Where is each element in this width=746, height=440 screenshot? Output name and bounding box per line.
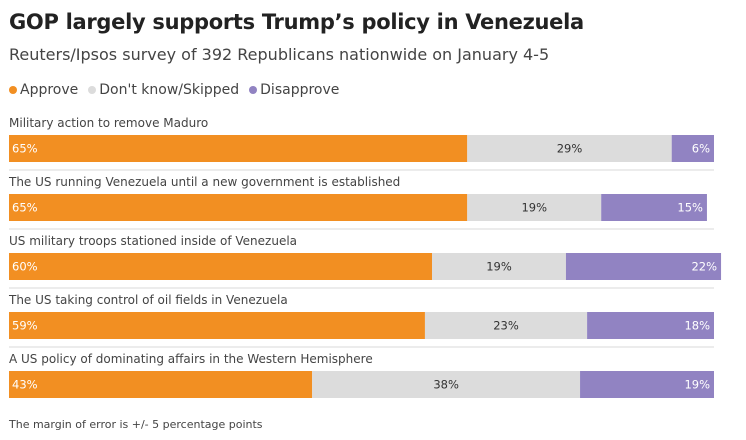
- bar-segment-approve: [9, 371, 313, 398]
- data-label-disapprove: 18%: [684, 319, 710, 333]
- data-label-approve: 65%: [12, 142, 38, 156]
- chart-title: GOP largely supports Trump’s policy in V…: [9, 10, 584, 34]
- data-label-approve: 60%: [12, 260, 38, 274]
- bar-segment-don-t-know-skipped: [312, 371, 581, 398]
- category-label: Military action to remove Maduro: [9, 116, 208, 130]
- bar-segment-approve: [9, 135, 468, 162]
- legend-dot-dont-know-icon: [88, 86, 97, 94]
- legend-label-dont-know: Don't know/Skipped: [99, 82, 240, 98]
- legend-item-dont-know: Don't know/Skipped: [88, 82, 239, 98]
- margin-of-error-note: The margin of error is +/- 5 percentage …: [9, 418, 263, 431]
- category-label: A US policy of dominating affairs in the…: [9, 352, 373, 366]
- legend-dot-approve-icon: [9, 86, 17, 94]
- category-label: The US taking control of oil fields in V…: [8, 293, 288, 307]
- data-label-don-t-know-skipped: 19%: [521, 201, 547, 215]
- data-label-disapprove: 22%: [691, 260, 717, 274]
- bar-segment-disapprove: [565, 253, 722, 280]
- bar-segment-approve: [9, 312, 425, 339]
- category-label: US military troops stationed inside of V…: [9, 234, 297, 248]
- data-label-disapprove: 15%: [677, 201, 703, 215]
- bar-segment-disapprove: [671, 135, 714, 162]
- data-label-approve: 59%: [12, 319, 38, 333]
- category-label: The US running Venezuela until a new gov…: [8, 175, 400, 189]
- legend-item-disapprove: Disapprove: [249, 82, 339, 98]
- data-label-don-t-know-skipped: 38%: [433, 378, 459, 392]
- legend-dot-disapprove-icon: [249, 86, 258, 94]
- data-label-don-t-know-skipped: 19%: [486, 260, 512, 274]
- bar-segment-approve: [9, 253, 432, 280]
- bar-segment-disapprove: [580, 371, 714, 398]
- chart-legend: Approve Don't know/Skipped Disapprove: [9, 82, 349, 98]
- legend-item-approve: Approve: [9, 82, 78, 98]
- bar-segment-disapprove: [601, 194, 707, 221]
- bar-segment-don-t-know-skipped: [467, 194, 602, 221]
- data-label-approve: 43%: [12, 378, 38, 392]
- data-label-disapprove: 6%: [692, 142, 710, 156]
- bar-segment-don-t-know-skipped: [432, 253, 566, 280]
- legend-label-disapprove: Disapprove: [260, 82, 340, 98]
- bar-segment-don-t-know-skipped: [467, 135, 672, 162]
- chart-subtitle: Reuters/Ipsos survey of 392 Republicans …: [9, 45, 550, 64]
- data-label-approve: 65%: [12, 201, 38, 215]
- bar-segment-approve: [9, 194, 468, 221]
- data-label-don-t-know-skipped: 23%: [493, 319, 519, 333]
- data-label-disapprove: 19%: [684, 378, 710, 392]
- bar-segment-don-t-know-skipped: [424, 312, 588, 339]
- data-label-don-t-know-skipped: 29%: [557, 142, 583, 156]
- bar-segment-disapprove: [587, 312, 714, 339]
- stacked-bar-chart: Military action to remove Maduro 65% 29% 6%…: [8, 116, 722, 398]
- legend-label-approve: Approve: [20, 82, 79, 98]
